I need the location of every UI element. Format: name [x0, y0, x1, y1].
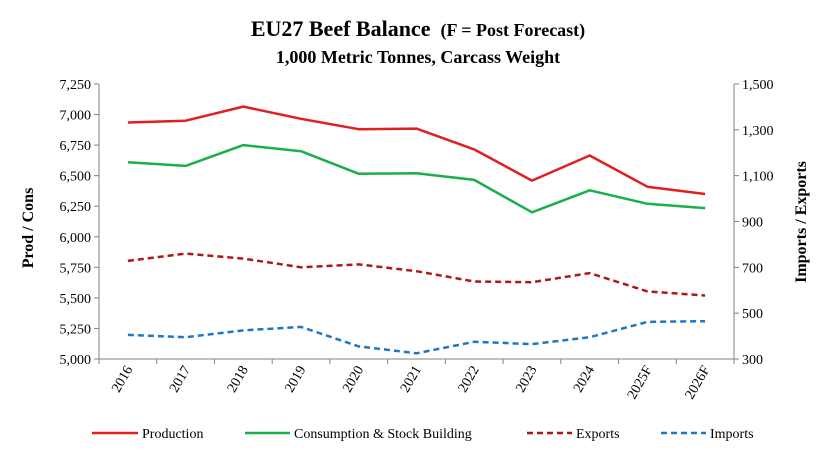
- y-tick-label: 7,000: [60, 109, 92, 124]
- legend: Production Consumption & Stock Building Ex…: [92, 427, 754, 442]
- x-tick-label: 2022: [456, 364, 483, 396]
- legend-label: Consumption & Stock Building: [294, 427, 472, 442]
- series-lines: [127, 105, 706, 355]
- x-tick-label: 2026F: [683, 363, 714, 402]
- x-tick-label: 2020: [340, 364, 367, 396]
- y2-tick-label: 1,300: [742, 124, 774, 139]
- chart-title-main: EU27 Beef Balance: [251, 16, 431, 41]
- x-tick-label: 2025F: [625, 363, 656, 402]
- y-tick-label: 6,500: [60, 170, 92, 185]
- y2-tick-label: 300: [742, 353, 763, 368]
- y-axis-title: Prod / Cons: [20, 188, 37, 269]
- x-tick-label: 2016: [109, 364, 136, 396]
- y2-tick-label: 1,500: [742, 78, 774, 93]
- y2-axis-title: Imports / Exports: [793, 161, 810, 283]
- y2-tick-label: 500: [742, 307, 763, 322]
- y-tick-label: 5,750: [60, 261, 92, 276]
- y-tick-label: 6,750: [60, 139, 92, 154]
- y-tick-label: 6,250: [60, 200, 92, 215]
- legend-label: Imports: [710, 427, 754, 442]
- chart-title-suffix: (F = Post Forecast): [440, 20, 585, 41]
- x-axis-ticks: 2016 2017 2018 2019 2020 2021 2022 2023 2024 2025…: [98, 359, 735, 402]
- y-axis-ticks: 5,000 5,250 5,500 5,750 6,000 6,250 6,500 6,750…: [60, 78, 99, 368]
- series-line-consumption-stock-building: [127, 143, 706, 214]
- y2-tick-label: 1,100: [742, 170, 774, 185]
- x-tick-label: 2018: [225, 364, 252, 396]
- y-tick-label: 7,250: [60, 78, 92, 93]
- y2-tick-label: 700: [742, 261, 763, 276]
- chart-title: EU27 Beef Balance (F = Post Forecast): [251, 16, 585, 41]
- x-tick-label: 2017: [167, 364, 194, 396]
- legend-label: Exports: [576, 427, 620, 442]
- y-tick-label: 5,000: [60, 353, 92, 368]
- x-tick-label: 2024: [571, 364, 598, 396]
- series-line-production: [127, 105, 706, 196]
- y-tick-label: 5,500: [60, 292, 92, 307]
- series-line-imports: [127, 319, 706, 355]
- legend-label: Production: [142, 427, 203, 442]
- chart-subtitle: 1,000 Metric Tonnes, Carcass Weight: [276, 47, 560, 67]
- y2-tick-label: 900: [742, 216, 763, 231]
- y-tick-label: 5,250: [60, 322, 92, 337]
- x-tick-label: 2019: [283, 364, 310, 396]
- y-tick-label: 6,000: [60, 231, 92, 246]
- x-tick-label: 2021: [398, 364, 425, 396]
- x-tick-label: 2023: [513, 364, 540, 396]
- series-line-exports: [127, 252, 706, 297]
- y2-axis-ticks: 300 500 700 900 1,100 1,300 1,500: [734, 78, 774, 368]
